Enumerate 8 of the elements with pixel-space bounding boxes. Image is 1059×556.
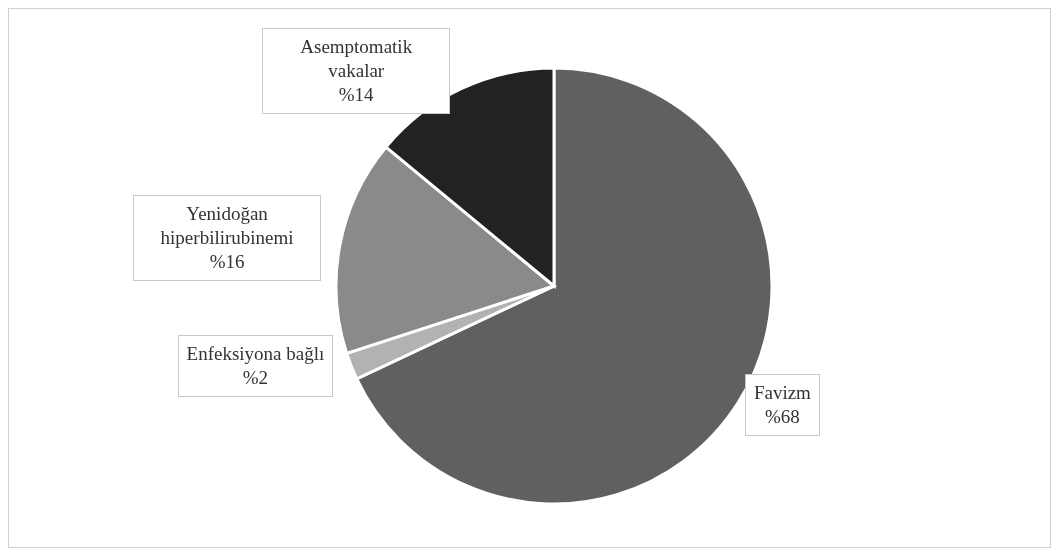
slice-label: Yenidoğan hiperbilirubinemi [159,201,295,250]
slice-label: Favizm [753,381,811,406]
data-label: %2 [241,366,270,391]
data-label: %68 [763,405,801,430]
data-label: %16 [208,249,246,274]
slice-label: Asemptomatik vakalar [299,35,414,84]
slice-label: Enfeksiyona bağlı [186,342,325,367]
data-label: %14 [337,83,375,108]
